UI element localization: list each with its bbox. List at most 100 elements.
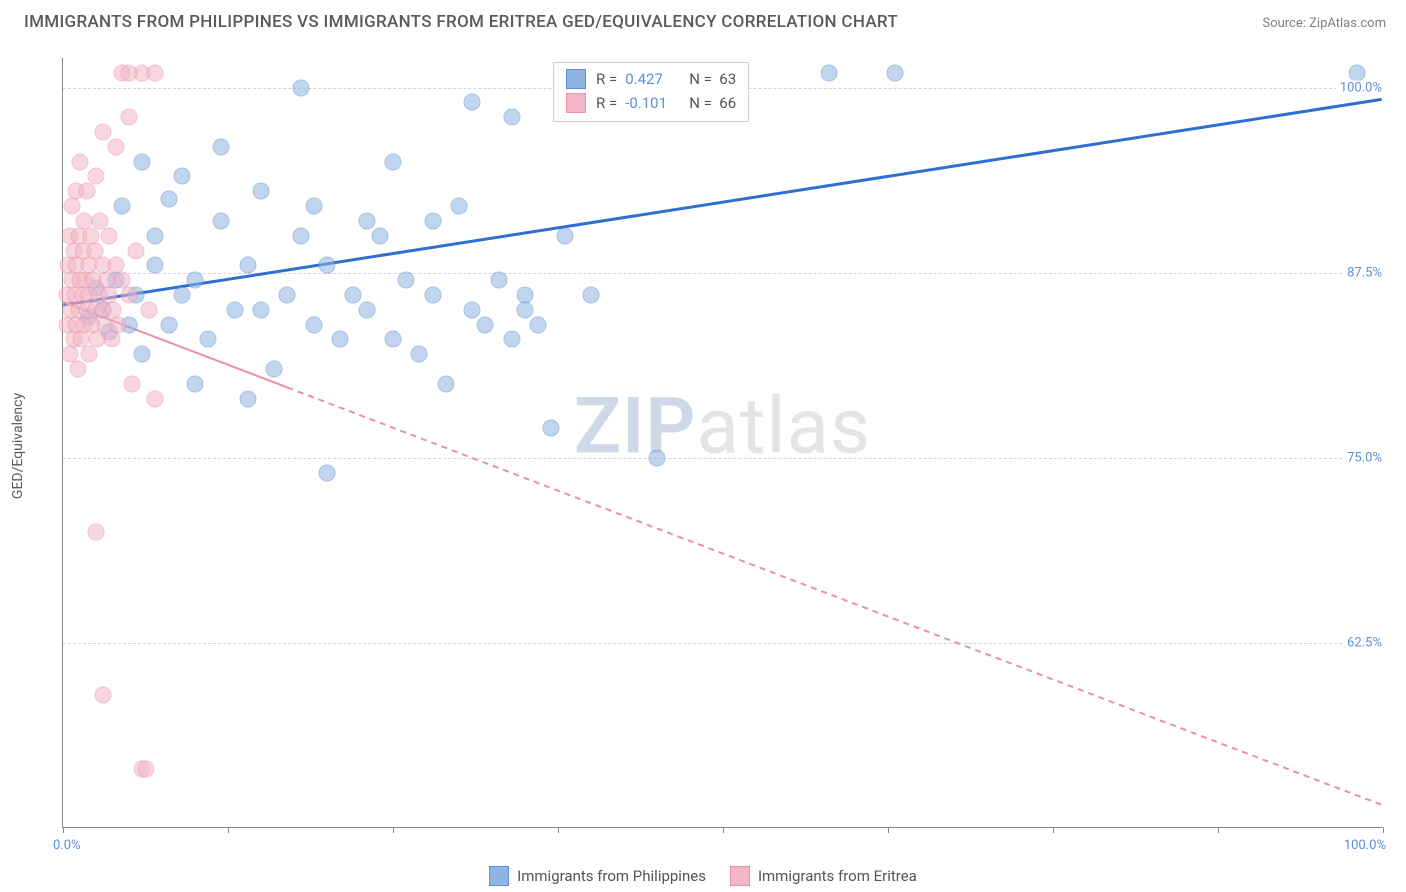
legend-swatch (489, 866, 509, 886)
data-point (543, 420, 560, 437)
data-point (140, 301, 157, 318)
data-point (398, 272, 415, 289)
legend-swatch (566, 69, 586, 89)
data-point (345, 286, 362, 303)
data-point (253, 301, 270, 318)
data-point (147, 227, 164, 244)
data-point (64, 198, 81, 215)
data-point (437, 375, 454, 392)
data-point (94, 124, 111, 141)
data-point (820, 64, 837, 81)
data-point (385, 153, 402, 170)
data-point (332, 331, 349, 348)
chart-title: IMMIGRANTS FROM PHILIPPINES VS IMMIGRANT… (24, 12, 898, 32)
data-point (88, 523, 105, 540)
series-name: Immigrants from Philippines (517, 867, 706, 885)
data-point (213, 138, 230, 155)
data-point (121, 286, 138, 303)
x-tick-mark (228, 827, 229, 833)
data-point (358, 301, 375, 318)
data-point (464, 301, 481, 318)
regression-line-solid (63, 99, 1381, 305)
data-point (226, 301, 243, 318)
data-point (72, 153, 89, 170)
data-point (649, 449, 666, 466)
legend-swatch (566, 93, 586, 113)
data-point (147, 390, 164, 407)
data-point (530, 316, 547, 333)
data-point (305, 316, 322, 333)
data-point (464, 94, 481, 111)
data-point (424, 286, 441, 303)
data-point (213, 212, 230, 229)
data-point (1348, 64, 1365, 81)
n-label: N = 63 (689, 70, 736, 88)
data-point (503, 109, 520, 126)
x-tick-mark (723, 827, 724, 833)
legend-swatch (730, 866, 750, 886)
data-point (78, 183, 95, 200)
x-tick-mark (558, 827, 559, 833)
x-tick-mark (63, 827, 64, 833)
x-tick-mark (1383, 827, 1384, 833)
data-point (411, 346, 428, 363)
correlation-legend-row: R =0.427N = 63 (566, 67, 736, 91)
series-legend: Immigrants from Philippines Immigrants fr… (0, 866, 1406, 886)
data-point (160, 316, 177, 333)
data-point (477, 316, 494, 333)
data-point (101, 227, 118, 244)
x-tick-mark (1218, 827, 1219, 833)
correlation-legend-row: R =-0.101N = 66 (566, 91, 736, 115)
data-point (200, 331, 217, 348)
data-point (279, 286, 296, 303)
source-attribution: Source: ZipAtlas.com (1262, 16, 1386, 31)
data-point (503, 331, 520, 348)
data-point (160, 190, 177, 207)
data-point (138, 760, 155, 777)
data-point (556, 227, 573, 244)
y-tick-label: 75.0% (1343, 450, 1386, 465)
y-tick-label: 62.5% (1343, 635, 1386, 650)
data-point (187, 272, 204, 289)
data-point (121, 109, 138, 126)
data-point (134, 346, 151, 363)
series-name: Immigrants from Eritrea (758, 867, 917, 885)
data-point (94, 686, 111, 703)
data-point (110, 316, 127, 333)
y-tick-label: 100.0% (1336, 80, 1386, 95)
data-point (583, 286, 600, 303)
data-point (253, 183, 270, 200)
data-point (319, 464, 336, 481)
data-point (371, 227, 388, 244)
data-point (319, 257, 336, 274)
r-value: 0.427 (625, 70, 681, 88)
regression-lines-layer (63, 58, 1382, 827)
scatter-chart: ZIPatlas R =0.427N = 63R =-0.101N = 66 0… (62, 58, 1382, 828)
data-point (886, 64, 903, 81)
data-point (134, 153, 151, 170)
y-axis-label: GED/Equivalency (10, 393, 26, 499)
series-legend-item: Immigrants from Eritrea (730, 866, 917, 886)
data-point (123, 375, 140, 392)
data-point (305, 198, 322, 215)
data-point (187, 375, 204, 392)
n-label: N = 66 (689, 94, 736, 112)
data-point (517, 301, 534, 318)
x-axis-max-label: 100.0% (1344, 838, 1386, 853)
correlation-legend: R =0.427N = 63R =-0.101N = 66 (553, 62, 749, 122)
x-axis-min-label: 0.0% (53, 838, 81, 853)
y-tick-label: 87.5% (1343, 265, 1386, 280)
data-point (358, 212, 375, 229)
data-point (266, 360, 283, 377)
x-tick-mark (888, 827, 889, 833)
data-point (173, 168, 190, 185)
data-point (69, 360, 86, 377)
data-point (292, 79, 309, 96)
regression-line-dashed (287, 387, 1381, 804)
data-point (88, 168, 105, 185)
data-point (114, 198, 131, 215)
data-point (107, 138, 124, 155)
data-point (173, 286, 190, 303)
data-point (451, 198, 468, 215)
data-point (121, 64, 138, 81)
